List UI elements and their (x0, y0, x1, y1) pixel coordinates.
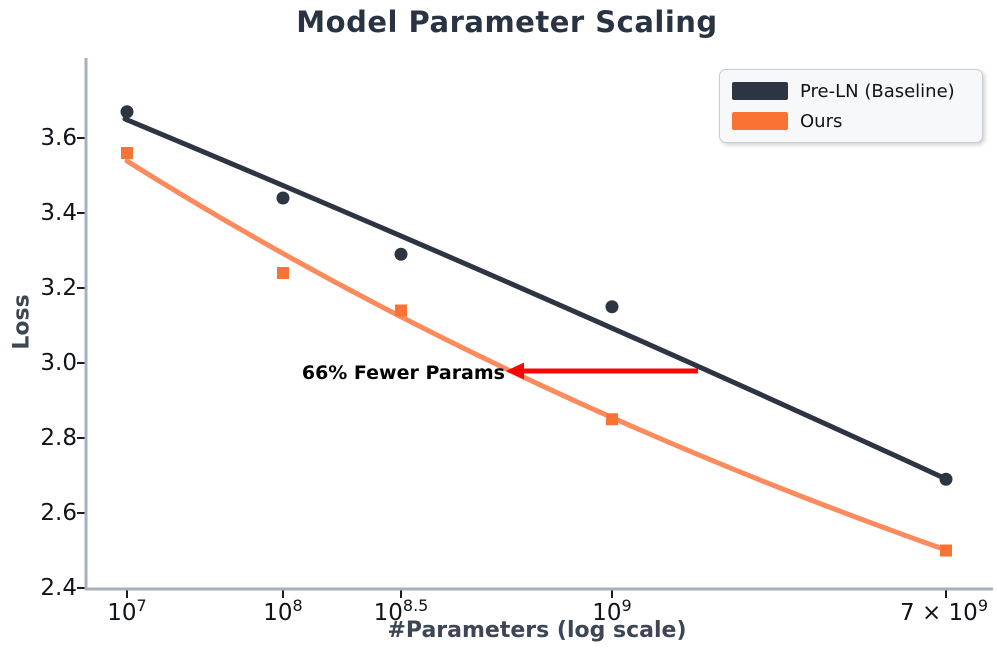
x-tick-label: 109 (592, 596, 632, 626)
circle-marker (394, 247, 408, 261)
ours-swatch-icon (732, 112, 788, 130)
legend: Pre-LN (Baseline) Ours (719, 69, 983, 143)
x-tick-label: 108.5 (373, 596, 429, 626)
square-marker (606, 413, 618, 426)
x-tick-label: 7 × 109 (900, 596, 988, 626)
circle-marker (939, 472, 953, 486)
data-markers (120, 105, 953, 557)
circle-marker (605, 300, 619, 314)
y-tick-label: 3.0 (40, 350, 77, 376)
baseline-swatch-icon (732, 82, 788, 100)
square-marker (121, 147, 133, 159)
legend-entry-ours: Ours (732, 107, 970, 135)
axis-spines (84, 58, 993, 591)
square-marker (277, 267, 289, 279)
y-tick-label: 3.6 (40, 125, 77, 151)
chart-title: Model Parameter Scaling (296, 5, 718, 39)
y-tick-label: 2.6 (40, 500, 77, 526)
x-axis-label: #Parameters (log scale) (387, 618, 687, 643)
legend-entry-baseline: Pre-LN (Baseline) (732, 77, 970, 105)
annotation-arrow (506, 362, 698, 380)
legend-label: Pre-LN (Baseline) (800, 80, 955, 102)
y-axis-label: Loss (9, 294, 35, 350)
y-tick-label: 3.2 (40, 275, 77, 301)
circle-marker (120, 105, 134, 119)
x-tick-label: 108 (263, 596, 303, 626)
circle-marker (276, 191, 290, 205)
ours-fit-line (124, 158, 949, 553)
tick-marks (77, 137, 947, 598)
y-tick-label: 2.8 (40, 425, 77, 451)
baseline-fit-line (122, 116, 949, 482)
legend-label: Ours (800, 110, 843, 132)
y-tick-label: 2.4 (40, 575, 77, 601)
y-tick-label: 3.4 (40, 200, 77, 226)
square-marker (940, 544, 952, 557)
x-tick-label: 107 (107, 596, 147, 626)
square-marker (395, 304, 407, 317)
annotation-label: 66% Fewer Params (301, 362, 505, 384)
